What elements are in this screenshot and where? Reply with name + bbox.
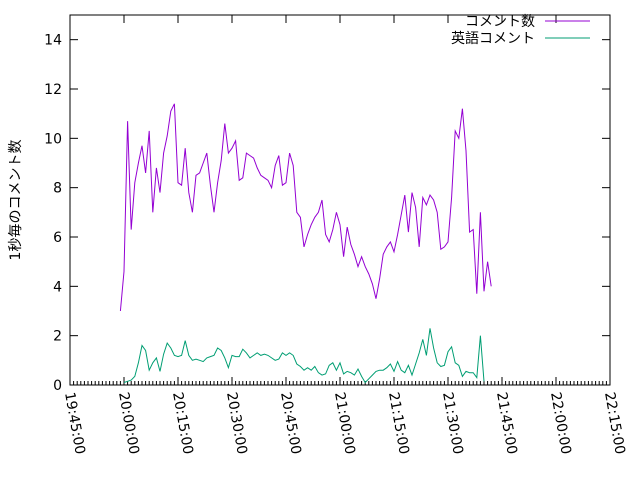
y-tick-label: 2 [53,329,62,345]
y-tick-label: 4 [53,279,62,295]
y-tick-label: 8 [53,181,62,197]
x-tick-label: 20:30:00 [223,391,250,456]
x-tick-label: 21:30:00 [439,391,466,456]
y-tick-label: 12 [44,82,62,98]
x-tick-label: 21:45:00 [493,391,520,456]
x-tick-label: 20:15:00 [169,391,196,456]
y-axis-title: 1秒毎のコメント数 [8,140,24,261]
x-tick-label: 21:00:00 [331,391,358,456]
x-tick-label: 22:15:00 [601,391,628,456]
y-tick-label: 14 [44,33,62,49]
y-tick-label: 6 [53,230,62,246]
plot-frame [69,14,611,386]
x-tick-label: 20:00:00 [115,391,142,456]
x-tick-label: 20:45:00 [277,391,304,456]
x-tick-label: 19:45:00 [61,391,88,456]
legend-label: コメント数 [465,14,535,30]
y-tick-label: 10 [44,131,62,147]
x-tick-label: 22:00:00 [547,391,574,456]
x-tick-label: 21:15:00 [385,391,412,456]
series-line-1 [119,103,492,312]
legend-label: 英語コメント [451,30,535,47]
y-tick-label: 0 [53,378,62,394]
series-line-2 [123,328,485,384]
